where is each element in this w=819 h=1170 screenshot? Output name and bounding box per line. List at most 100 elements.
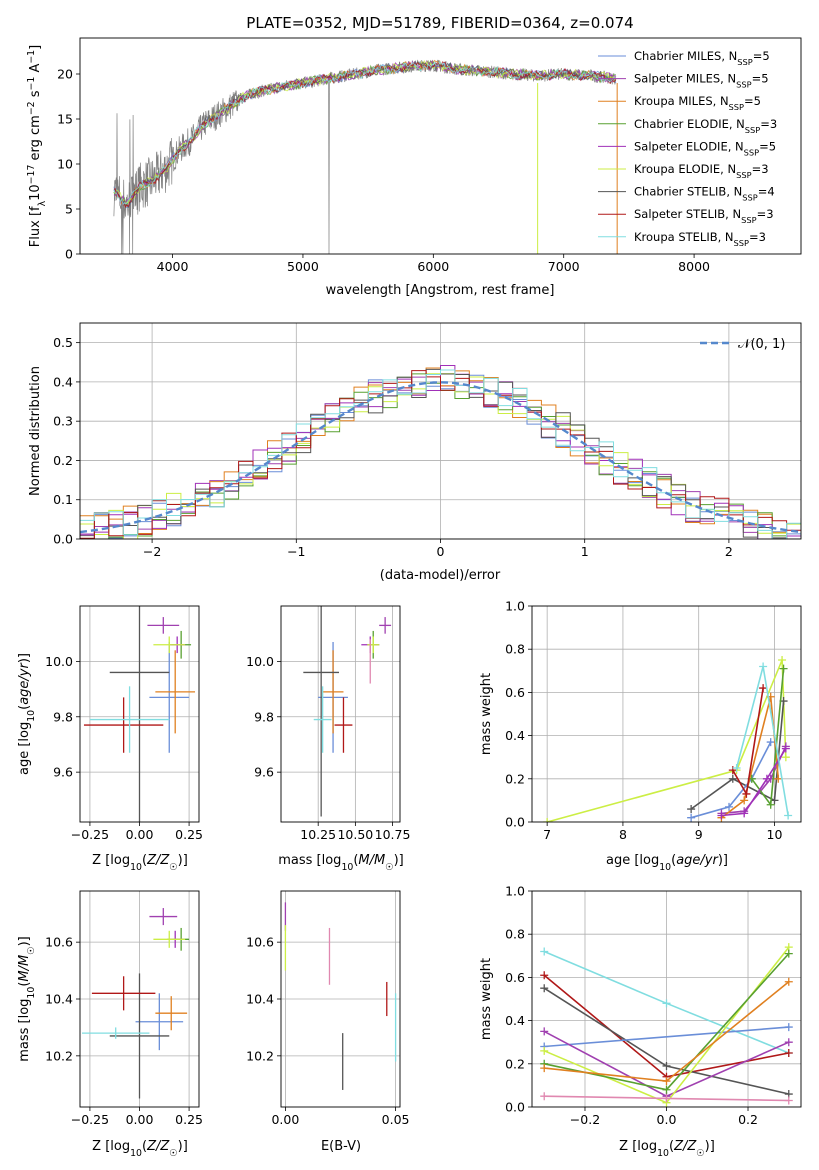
x-tick-label: 7 <box>543 827 551 842</box>
y-tick-label: 5 <box>65 202 73 217</box>
legend-entry: Chabrier MILES, NSSP=5 <box>598 49 770 67</box>
x-axis-label: age [log10(age/yr)] <box>606 853 728 873</box>
point-marker <box>725 802 734 811</box>
point-marker <box>540 971 549 980</box>
y-tick-label: 9.8 <box>254 709 274 724</box>
y-tick-label: 10 <box>57 157 73 172</box>
mass-age-panel: 10.25 10.50 10.75 9.6 9.8 10.0 mass [log10(M/M… <box>246 605 411 873</box>
point-marker <box>759 684 768 693</box>
plot-area <box>281 606 400 822</box>
axes-frame <box>280 890 401 1108</box>
point-marker <box>732 764 741 772</box>
point-marker <box>540 1064 549 1073</box>
plot-area <box>532 606 801 822</box>
point-marker <box>540 1027 549 1036</box>
point-marker <box>774 774 783 783</box>
y-tick-label: 0.4 <box>505 1013 525 1028</box>
x-tick-label: 0.05 <box>382 1112 410 1127</box>
x-tick-label: −1 <box>287 544 305 559</box>
axes-frame <box>531 890 802 1108</box>
x-axis-label: Z [log10(Z/Z☉)] <box>92 853 188 873</box>
legend-entry: Salpeter MILES, NSSP=5 <box>598 72 769 90</box>
point-marker <box>766 800 775 809</box>
y-tick-label: 1.0 <box>505 884 525 899</box>
point-marker <box>740 796 749 805</box>
x-tick-label: −0.25 <box>71 1112 109 1127</box>
histogram-series <box>80 369 801 539</box>
model-spectrum <box>113 59 616 207</box>
point-marker <box>784 949 793 958</box>
y-tick-label: 1.0 <box>505 599 525 614</box>
y-tick-label: 0 <box>65 247 73 262</box>
legend-label: Kroupa STELIB, NSSP=3 <box>634 230 766 248</box>
x-tick-label: 2 <box>725 544 733 559</box>
model-spectrum <box>113 59 616 209</box>
y-tick-label: 10.4 <box>246 992 274 1007</box>
y-tick-label: 0.4 <box>53 374 73 389</box>
model-spectrum <box>113 59 617 204</box>
model-spectrum <box>113 60 617 208</box>
x-tick-label: 10.75 <box>375 827 411 842</box>
y-tick-label: 10.6 <box>246 935 274 950</box>
x-tick-label: 1 <box>581 544 589 559</box>
y-tick-label: 0.0 <box>53 532 73 547</box>
x-axis-label: E(B-V) <box>321 1139 361 1154</box>
ebv-mass-panel: 0.00 0.05 10.2 10.4 10.6 E(B-V) <box>246 890 410 1154</box>
axes-frame <box>531 605 802 823</box>
x-tick-label: −0.25 <box>71 827 109 842</box>
y-tick-label: 0.5 <box>53 335 73 350</box>
point-marker <box>540 1046 549 1055</box>
y-tick-label: 10.6 <box>45 935 73 950</box>
legend-label: Kroupa ELODIE, NSSP=3 <box>634 162 769 180</box>
point-marker <box>662 1085 671 1094</box>
y-tick-label: 0.4 <box>505 728 525 743</box>
spectrum-panel: 4000 5000 6000 7000 8000 0 5 10 15 20 Chabrier MIL… <box>26 37 802 298</box>
x-tick-label: 10.50 <box>337 827 373 842</box>
x-axis-label: wavelength [Angstrom, rest frame] <box>326 283 555 298</box>
legend-entry: Salpeter STELIB, NSSP=3 <box>598 207 774 225</box>
y-axis-label: Flux [fλ10−17 erg cm−2 s−1 A−1] <box>26 45 48 247</box>
x-tick-label: 0.0 <box>657 1112 677 1127</box>
legend-entry: 𝒩(0, 1) <box>700 337 785 352</box>
series-line <box>544 1026 789 1048</box>
plot-area <box>532 891 801 1107</box>
y-tick-label: 0.8 <box>505 927 525 942</box>
legend-label: Salpeter STELIB, NSSP=3 <box>634 207 774 225</box>
point-marker <box>662 999 671 1008</box>
residual-panel: −2 −1 0 1 2 0.0 0.1 0.2 0.3 0.4 0.5 𝒩(0, 1) (data-mo… <box>28 322 802 583</box>
point-marker <box>781 744 790 753</box>
y-tick-label: 0.6 <box>505 970 525 985</box>
point-marker <box>543 818 552 822</box>
point-marker <box>728 774 737 783</box>
normal-curve <box>80 381 801 534</box>
point-marker <box>687 813 696 822</box>
legend-label: Chabrier STELIB, NSSP=4 <box>634 185 775 203</box>
legend-label: Chabrier ELODIE, NSSP=3 <box>634 117 777 135</box>
y-tick-label: 0.8 <box>505 642 525 657</box>
series-line <box>721 746 787 815</box>
x-tick-label: 0.25 <box>175 827 203 842</box>
point-marker <box>742 789 751 798</box>
point-marker <box>784 811 793 820</box>
point-marker <box>762 774 771 783</box>
plot-area <box>113 59 618 254</box>
x-tick-label: 8 <box>619 827 627 842</box>
axes-frame <box>280 605 401 823</box>
y-tick-label: 0.2 <box>505 771 525 786</box>
y-axis-label: mass weight <box>479 958 494 1040</box>
model-spectrum <box>113 60 617 208</box>
y-axis-label: mass weight <box>479 673 494 755</box>
figure-title: PLATE=0352, MJD=51789, FIBERID=0364, z=0… <box>246 14 633 32</box>
plot-area <box>281 891 400 1107</box>
plot-area <box>80 323 801 539</box>
model-spectrum <box>113 60 617 206</box>
point-marker <box>687 805 696 814</box>
point-marker <box>781 753 790 762</box>
plot-area <box>80 891 199 1107</box>
y-tick-label: 20 <box>57 67 73 82</box>
y-tick-label: 10.0 <box>45 654 73 669</box>
y-axis-label: mass [log10(M/M☉)] <box>17 936 37 1062</box>
point-marker <box>540 1092 549 1101</box>
y-tick-label: 0.2 <box>505 1056 525 1071</box>
point-marker <box>784 1023 793 1032</box>
